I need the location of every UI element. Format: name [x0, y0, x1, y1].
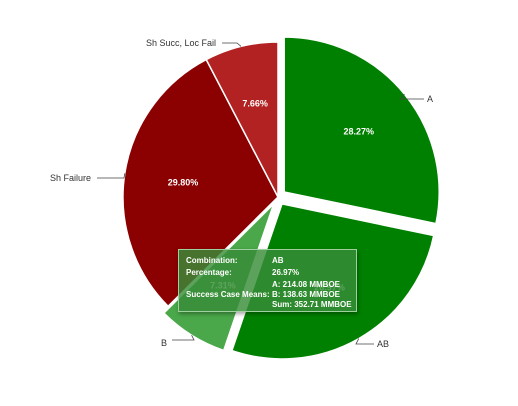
slice-name-label: AB	[377, 339, 389, 349]
tooltip-mean-a: A: 214.08 MMBOE	[272, 280, 341, 289]
callout-leader-line	[97, 173, 126, 179]
tooltip-mean-sum: Sum: 352.71 MMBOE	[272, 300, 352, 309]
tooltip-mean-b: B: 138.63 MMBOE	[272, 290, 341, 299]
callout-leader-line	[222, 42, 242, 47]
tooltip-combination-label: Combination:	[186, 256, 238, 265]
slice-name-label: Sh Failure	[50, 173, 91, 183]
tooltip-means-label: Success Case Means:	[186, 290, 270, 299]
slice-percent-label: 28.27%	[343, 126, 374, 136]
slice-percent-label: 29.80%	[168, 177, 199, 187]
tooltip: Combination: AB Percentage: 26.97% Succe…	[178, 249, 357, 312]
callout-leader-line	[172, 335, 195, 341]
tooltip-percentage-label: Percentage:	[186, 268, 232, 277]
slice-name-label: Sh Succ, Loc Fail	[146, 38, 216, 48]
slice-name-label: B	[161, 338, 167, 348]
tooltip-percentage-value: 26.97%	[272, 268, 300, 277]
callout-leader-line	[355, 338, 374, 345]
callout-leader-line	[399, 93, 424, 100]
slice-name-label: A	[427, 94, 433, 104]
tooltip-combination-value: AB	[272, 256, 284, 265]
callout-leaders: A AB B Sh Failure Sh Succ, Loc Fail	[50, 38, 433, 349]
slice-percent-label: 7.66%	[242, 99, 268, 109]
